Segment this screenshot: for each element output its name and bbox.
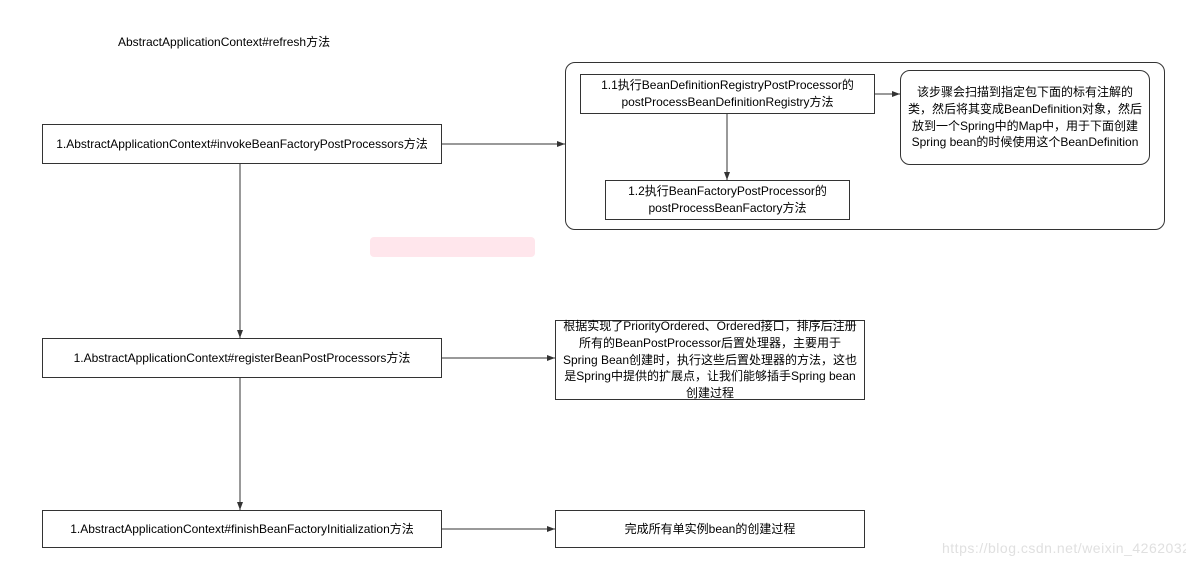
watermark-text: https://blog.csdn.net/weixin_42620326 <box>942 540 1186 556</box>
node-label: 该步骤会扫描到指定包下面的标有注解的类，然后将其变成BeanDefinition… <box>907 84 1143 151</box>
node-register-bpp-desc: 根据实现了PriorityOrdered、Ordered接口，排序后注册所有的B… <box>555 320 865 400</box>
node-label: 1.AbstractApplicationContext#finishBeanF… <box>70 521 414 538</box>
node-bdrpp: 1.1执行BeanDefinitionRegistryPostProcessor… <box>580 74 875 114</box>
pink-smudge <box>370 237 535 257</box>
node-register-bpp: 1.AbstractApplicationContext#registerBea… <box>42 338 442 378</box>
node-label: 1.1执行BeanDefinitionRegistryPostProcessor… <box>587 77 868 111</box>
node-label: 完成所有单实例bean的创建过程 <box>625 521 796 538</box>
node-bdrpp-desc: 该步骤会扫描到指定包下面的标有注解的类，然后将其变成BeanDefinition… <box>900 70 1150 165</box>
node-finish-init: 1.AbstractApplicationContext#finishBeanF… <box>42 510 442 548</box>
node-finish-init-desc: 完成所有单实例bean的创建过程 <box>555 510 865 548</box>
diagram-title: AbstractApplicationContext#refresh方法 <box>118 33 330 50</box>
node-invoke-bfpp: 1.AbstractApplicationContext#invokeBeanF… <box>42 124 442 164</box>
node-label: 1.AbstractApplicationContext#invokeBeanF… <box>56 136 428 153</box>
node-label: 根据实现了PriorityOrdered、Ordered接口，排序后注册所有的B… <box>562 318 858 402</box>
node-label: 1.2执行BeanFactoryPostProcessor的postProces… <box>612 183 843 217</box>
node-label: 1.AbstractApplicationContext#registerBea… <box>74 350 411 367</box>
node-bfpp: 1.2执行BeanFactoryPostProcessor的postProces… <box>605 180 850 220</box>
